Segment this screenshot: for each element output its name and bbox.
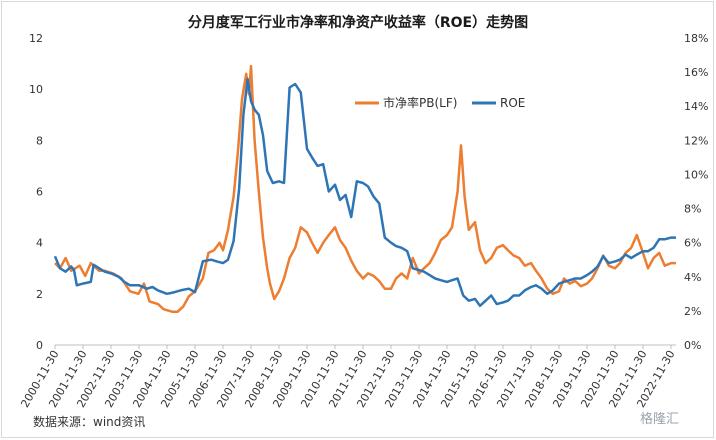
y-left-tick-label: 12 xyxy=(29,32,43,45)
legend: 市净率PB(LF) ROE xyxy=(355,95,525,110)
source-note: 数据来源：wind资讯 xyxy=(33,415,146,429)
y-left-tick-label: 2 xyxy=(36,288,43,301)
y-right-tick-label: 0% xyxy=(684,339,701,352)
legend-item-roe-label: ROE xyxy=(500,96,525,110)
y-right-tick-label: 16% xyxy=(684,66,708,79)
series-lines xyxy=(53,64,676,313)
y-right-tick-label: 8% xyxy=(684,203,701,216)
y-right-tick-label: 6% xyxy=(684,237,701,250)
y-right-tick-label: 14% xyxy=(684,100,708,113)
watermark-logo: 格隆汇 xyxy=(640,412,680,427)
axes: 0246810120%2%4%6%8%10%12%14%16%18%2000-1… xyxy=(18,32,708,410)
y-left-tick-label: 8 xyxy=(36,134,43,147)
y-right-tick-label: 10% xyxy=(684,168,708,181)
y-right-tick-label: 4% xyxy=(684,271,701,284)
y-left-tick-label: 0 xyxy=(36,339,43,352)
y-left-tick-label: 10 xyxy=(29,83,43,96)
series-line-roe xyxy=(53,77,676,308)
y-right-tick-label: 12% xyxy=(684,134,708,147)
y-left-tick-label: 6 xyxy=(36,186,43,199)
y-right-tick-label: 2% xyxy=(684,305,701,318)
y-right-tick-label: 18% xyxy=(684,32,708,45)
chart-title: 分月度军工行业市净率和净资产收益率（ROE）走势图 xyxy=(187,15,529,31)
legend-item-pb-label: 市净率PB(LF) xyxy=(383,95,457,110)
series-line-pb xyxy=(54,64,676,313)
y-left-tick-label: 4 xyxy=(36,237,43,250)
